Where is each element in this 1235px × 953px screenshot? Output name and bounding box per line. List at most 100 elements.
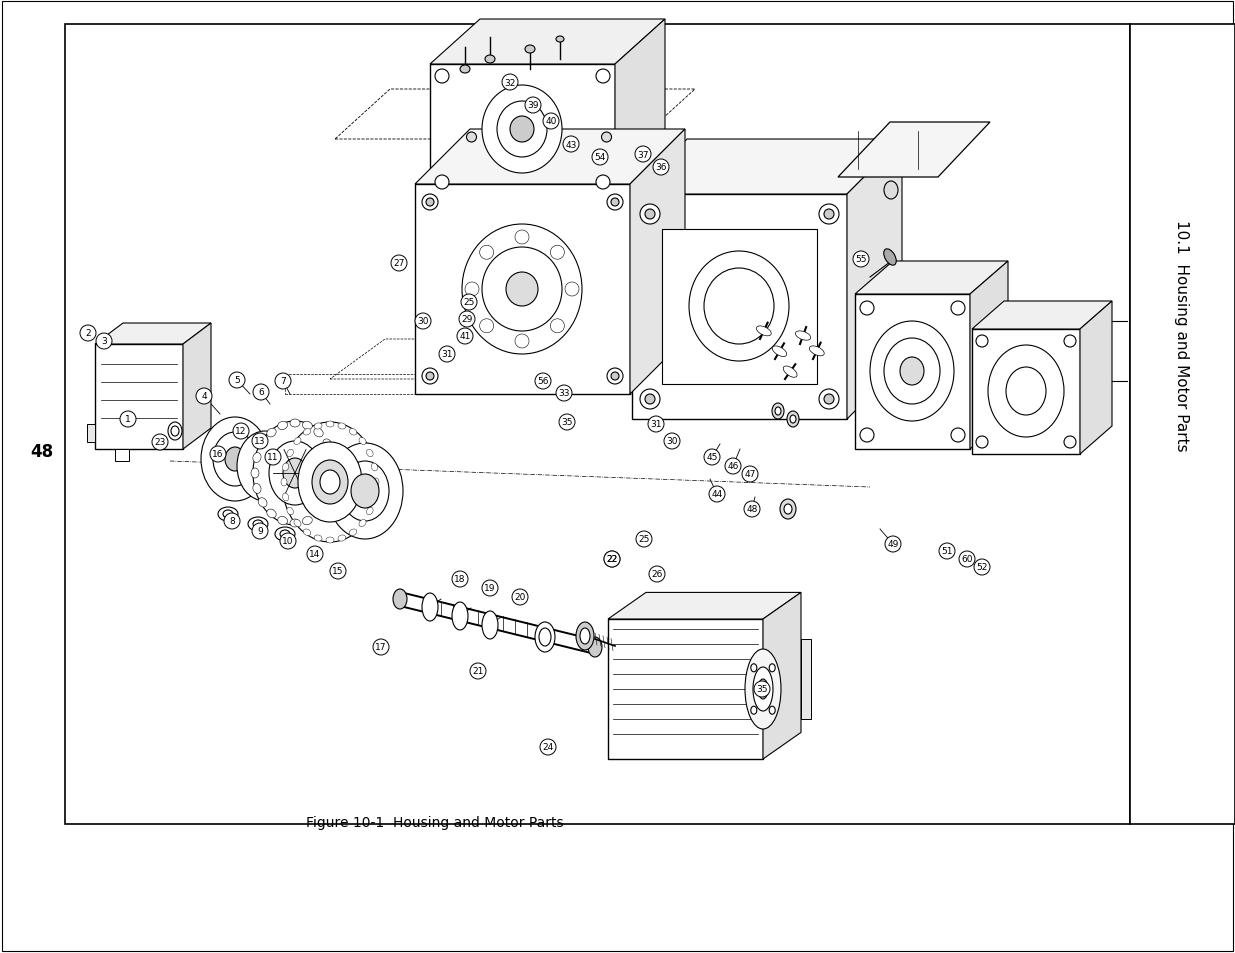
Circle shape: [482, 580, 498, 597]
Text: 32: 32: [504, 78, 516, 88]
Ellipse shape: [372, 494, 378, 501]
Polygon shape: [763, 593, 802, 760]
Ellipse shape: [324, 498, 332, 508]
Ellipse shape: [224, 511, 233, 518]
Polygon shape: [839, 123, 990, 178]
Polygon shape: [415, 130, 685, 185]
Ellipse shape: [515, 231, 529, 245]
Text: 12: 12: [236, 427, 247, 436]
Text: 26: 26: [651, 570, 663, 578]
Ellipse shape: [314, 423, 322, 430]
Text: 46: 46: [727, 462, 739, 471]
Ellipse shape: [466, 283, 479, 296]
Text: 20: 20: [514, 593, 526, 602]
Circle shape: [275, 374, 291, 390]
Ellipse shape: [459, 66, 471, 74]
Circle shape: [974, 559, 990, 576]
Ellipse shape: [312, 460, 348, 504]
Ellipse shape: [426, 199, 433, 207]
Ellipse shape: [824, 210, 834, 220]
Ellipse shape: [772, 347, 787, 357]
Bar: [972, 330, 1079, 455]
Ellipse shape: [640, 390, 659, 410]
Ellipse shape: [269, 441, 321, 505]
Text: Figure 10-1  Housing and Motor Parts: Figure 10-1 Housing and Motor Parts: [306, 815, 564, 829]
Bar: [95, 345, 183, 450]
Ellipse shape: [278, 422, 288, 430]
Ellipse shape: [282, 478, 287, 486]
Text: 29: 29: [462, 315, 473, 324]
Circle shape: [196, 389, 212, 405]
Text: 9: 9: [257, 527, 263, 536]
Circle shape: [501, 75, 517, 91]
Text: 33: 33: [558, 389, 569, 398]
Circle shape: [755, 681, 769, 698]
Text: 54: 54: [594, 153, 605, 162]
Polygon shape: [430, 20, 664, 65]
Ellipse shape: [884, 250, 897, 266]
Ellipse shape: [781, 499, 797, 519]
Ellipse shape: [606, 194, 622, 211]
Polygon shape: [969, 262, 1008, 450]
Ellipse shape: [479, 319, 494, 334]
Ellipse shape: [435, 70, 450, 84]
Text: 43: 43: [566, 140, 577, 150]
Text: 23: 23: [154, 438, 165, 447]
Polygon shape: [183, 324, 211, 450]
Ellipse shape: [772, 403, 784, 419]
Ellipse shape: [976, 335, 988, 348]
Ellipse shape: [776, 408, 781, 416]
Circle shape: [452, 572, 468, 587]
Circle shape: [471, 663, 487, 679]
Ellipse shape: [869, 322, 953, 421]
Ellipse shape: [884, 338, 940, 405]
Ellipse shape: [367, 450, 373, 457]
Ellipse shape: [303, 422, 312, 430]
Circle shape: [120, 412, 136, 428]
Circle shape: [308, 546, 324, 562]
Ellipse shape: [597, 70, 610, 84]
Ellipse shape: [783, 367, 797, 378]
Circle shape: [540, 740, 556, 755]
Text: 2: 2: [85, 329, 91, 338]
Text: 25: 25: [638, 535, 650, 544]
Ellipse shape: [201, 417, 269, 501]
Circle shape: [648, 416, 664, 433]
Ellipse shape: [393, 589, 408, 609]
Ellipse shape: [304, 429, 311, 436]
Ellipse shape: [787, 412, 799, 428]
Circle shape: [725, 458, 741, 475]
Circle shape: [210, 447, 226, 462]
Ellipse shape: [467, 132, 477, 143]
Ellipse shape: [452, 602, 468, 630]
Ellipse shape: [329, 454, 337, 463]
Ellipse shape: [290, 519, 300, 527]
Ellipse shape: [338, 536, 346, 541]
Text: 1: 1: [125, 416, 131, 424]
Ellipse shape: [510, 117, 534, 143]
Ellipse shape: [597, 175, 610, 190]
Text: 27: 27: [393, 259, 405, 268]
Ellipse shape: [267, 429, 277, 437]
Ellipse shape: [769, 664, 776, 672]
Text: 48: 48: [31, 442, 53, 460]
Ellipse shape: [168, 422, 182, 440]
Text: 60: 60: [961, 555, 973, 564]
Ellipse shape: [338, 423, 346, 430]
Text: 49: 49: [887, 540, 899, 549]
Text: 51: 51: [941, 547, 952, 556]
Text: 31: 31: [651, 420, 662, 429]
Ellipse shape: [860, 429, 874, 442]
Circle shape: [535, 374, 551, 390]
Text: 52: 52: [977, 563, 988, 572]
Ellipse shape: [556, 37, 564, 43]
Circle shape: [636, 532, 652, 547]
Ellipse shape: [479, 246, 494, 260]
Ellipse shape: [482, 86, 562, 173]
Ellipse shape: [482, 612, 498, 639]
Ellipse shape: [704, 269, 774, 345]
Ellipse shape: [257, 456, 273, 476]
Text: 10.1  Housing and Motor Parts: 10.1 Housing and Motor Parts: [1174, 220, 1189, 451]
Ellipse shape: [601, 132, 611, 143]
Text: 37: 37: [637, 151, 648, 159]
